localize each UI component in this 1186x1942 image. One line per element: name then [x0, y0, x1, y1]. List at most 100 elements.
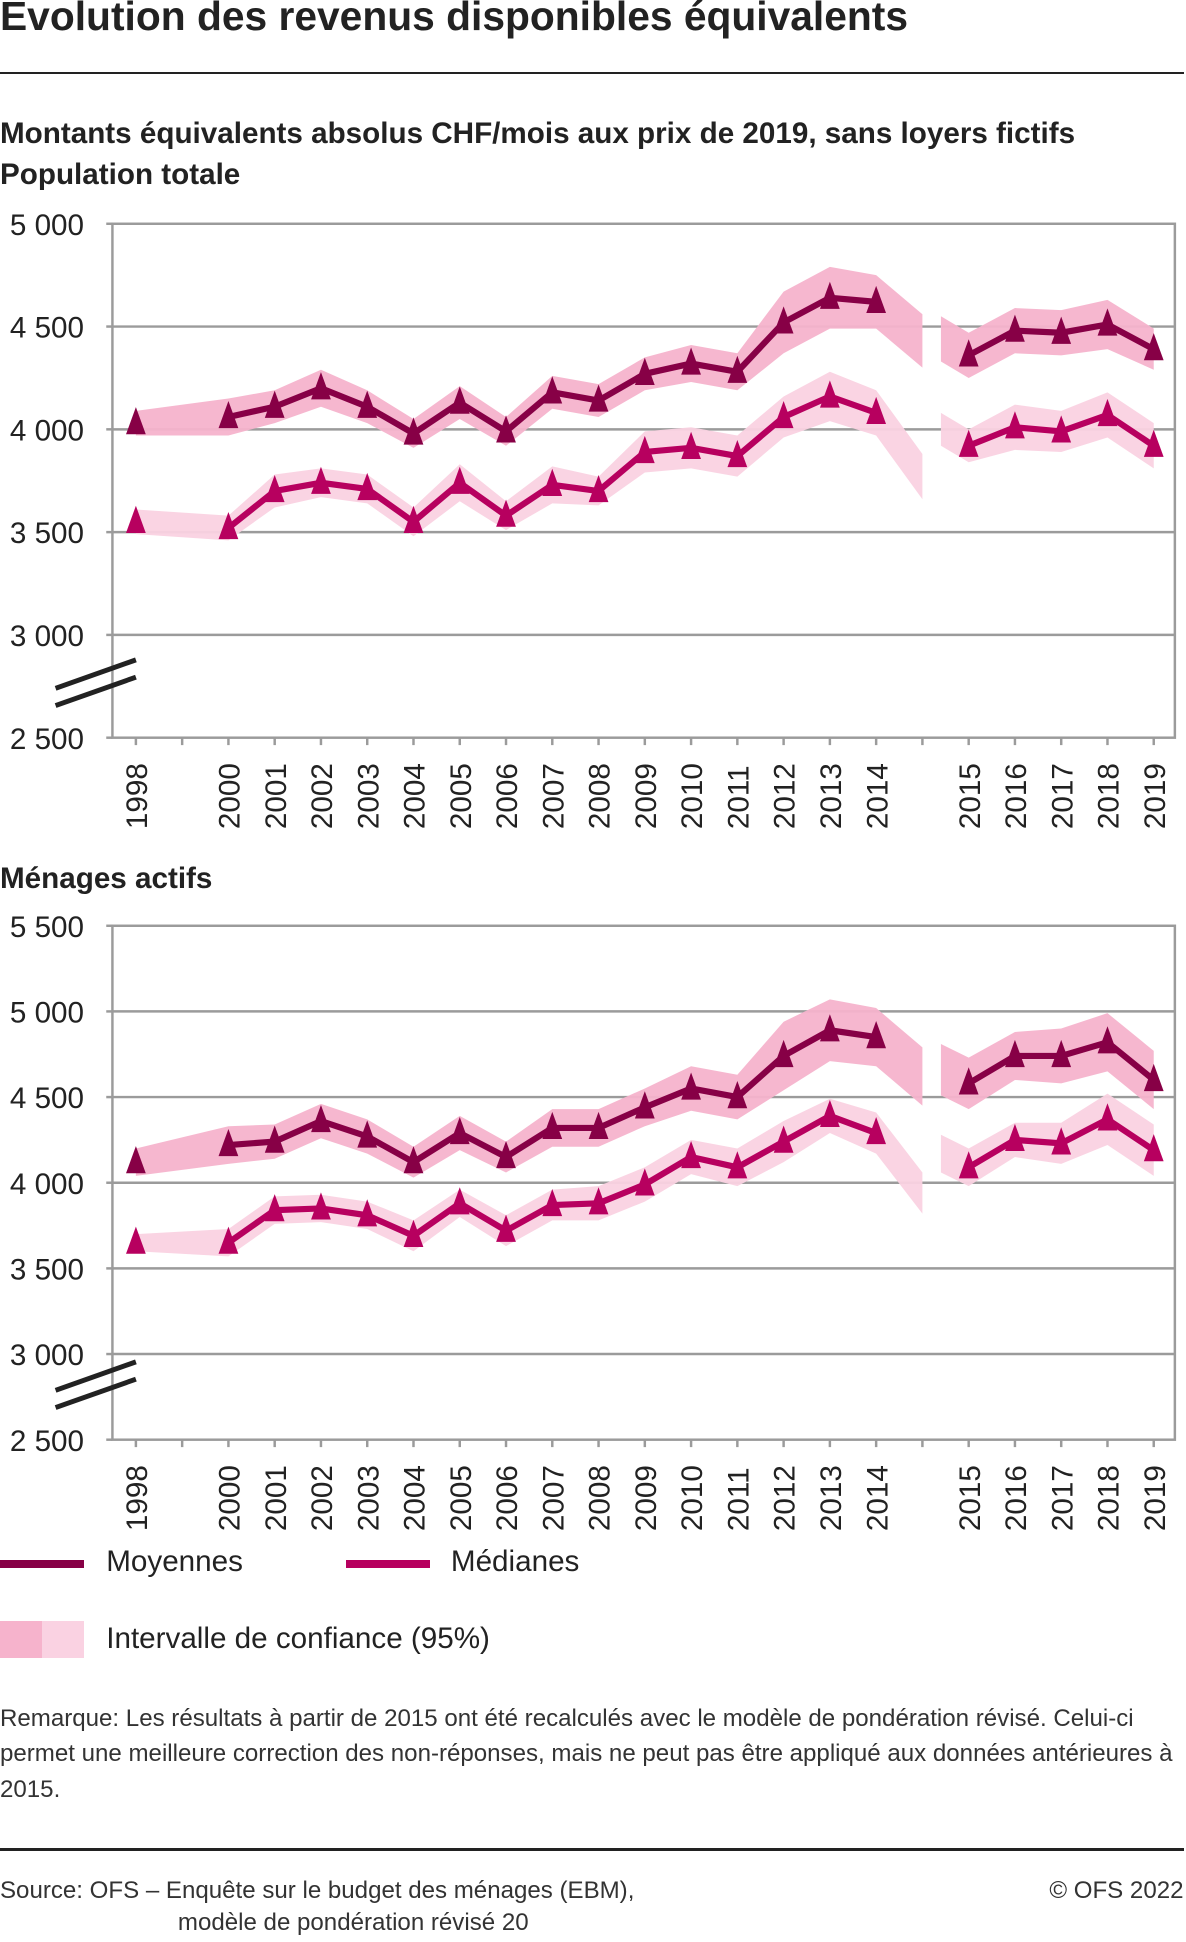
means-marker-2018: [1097, 1025, 1118, 1053]
y-tick-label: 5 000: [10, 996, 84, 1029]
x-tick-label: 2010: [676, 763, 709, 829]
x-tick-label: 2009: [630, 1465, 663, 1531]
y-tick-label: 2 500: [10, 723, 84, 756]
means-marker-2012: [773, 1039, 794, 1067]
means-marker-2008: [588, 384, 609, 412]
x-tick-label: 2007: [537, 1465, 570, 1531]
medians-marker-2014: [866, 1116, 887, 1144]
means-marker-2017: [1051, 1039, 1072, 1067]
medians-marker-2019: [1143, 1133, 1164, 1161]
means-marker-2016: [1005, 314, 1025, 342]
means-marker-2006: [496, 1140, 516, 1168]
medians-marker-2016: [1005, 411, 1025, 439]
y-tick-label: 2 500: [10, 1424, 84, 1457]
medians-marker-2010: [681, 431, 701, 459]
x-tick-label: 2006: [491, 1465, 524, 1531]
means-marker-2011: [727, 1080, 748, 1108]
x-tick-label: 2001: [260, 1465, 293, 1531]
medians-marker-2001: [264, 1193, 285, 1221]
medians-marker-2018: [1097, 398, 1118, 426]
x-tick-label: 2016: [1000, 763, 1033, 829]
medians-marker-2003: [357, 1198, 378, 1226]
x-tick-label: 2003: [352, 763, 385, 829]
medians-marker-2008: [588, 1186, 609, 1214]
axis-break-mark: [54, 1359, 137, 1393]
means-ci-band: [940, 1012, 1154, 1109]
medians-ci-band: [135, 1098, 923, 1256]
means-marker-2014: [866, 1020, 887, 1048]
x-tick-label: 2011: [722, 1467, 755, 1531]
x-tick-label: 2018: [1093, 1465, 1126, 1531]
x-tick-label: 2005: [445, 1465, 478, 1531]
medians-marker-2012: [773, 400, 794, 428]
y-tick-label: 5 500: [10, 910, 84, 943]
medians-marker-2005: [449, 466, 470, 494]
means-marker-2005: [449, 1116, 470, 1144]
axis-break-mark: [54, 657, 137, 691]
x-tick-label: 2006: [491, 763, 524, 829]
x-tick-label: 2019: [1139, 1465, 1172, 1531]
y-tick-label: 3 500: [10, 517, 84, 550]
means-marker-2010: [681, 1071, 701, 1100]
means-marker-2003: [357, 390, 378, 418]
medians-marker-2004: [403, 1219, 424, 1247]
x-tick-label: 2007: [537, 763, 570, 829]
axis-break-mark: [54, 1376, 137, 1410]
medians-marker-2002: [311, 1191, 331, 1220]
y-tick-label: 4 000: [10, 414, 84, 447]
medians-marker-2008: [588, 474, 609, 502]
means-marker-2013: [819, 1013, 840, 1041]
copyright: © OFS 2022: [1049, 1877, 1184, 1905]
medians-marker-2002: [311, 466, 331, 494]
x-tick-label: 2008: [584, 1465, 617, 1531]
source-line-1: Source: OFS – Enquête sur le budget des …: [0, 1877, 635, 1905]
x-tick-label: 2014: [861, 763, 894, 829]
medians-marker-2013: [819, 1099, 840, 1127]
x-tick-label: 2012: [769, 1465, 802, 1531]
medians-marker-2000: [218, 1226, 239, 1254]
means-marker-2001: [264, 1125, 285, 1153]
medians-marker-2007: [542, 1188, 563, 1216]
legend-means-swatch: [0, 1560, 84, 1568]
y-tick-label: 4 500: [10, 311, 84, 344]
medians-marker-2007: [542, 468, 563, 496]
y-tick-label: 4 500: [10, 1082, 84, 1115]
x-tick-label: 2004: [399, 763, 432, 829]
means-marker-2010: [681, 347, 701, 375]
source-line-2: modèle de pondération révisé 20: [177, 1909, 529, 1937]
legend-means-label: Moyennes: [106, 1545, 243, 1579]
means-marker-2015: [958, 339, 979, 367]
y-tick-label: 3 500: [10, 1253, 84, 1286]
x-tick-label: 2016: [1000, 1465, 1033, 1531]
means-marker-2007: [542, 1111, 563, 1139]
chart-menages-actifs: 5 500 5 000 4 500 4 000 3 500 3 000 2 500 1998 2…: [10, 910, 1177, 1531]
legend-ci-medians-swatch: [42, 1620, 84, 1658]
medians-marker-2004: [403, 505, 424, 533]
means-marker-2006: [496, 415, 516, 443]
means-marker-2016: [1005, 1039, 1025, 1067]
x-tick-label: 2011: [722, 765, 755, 829]
y-tick-label: 3 000: [10, 1339, 84, 1372]
medians-marker-2000: [218, 511, 239, 539]
means-marker-2017: [1051, 316, 1072, 344]
x-tick-label: 2002: [306, 763, 339, 829]
medians-marker-2015: [958, 1150, 979, 1178]
x-tick-label: 2018: [1093, 763, 1126, 829]
medians-marker-2015: [958, 429, 979, 457]
means-marker-2011: [727, 355, 748, 383]
medians-marker-2018: [1097, 1102, 1118, 1131]
x-tick-label: 1998: [121, 1465, 154, 1531]
legend-medians-label: Médianes: [450, 1545, 580, 1579]
medians-marker-2017: [1051, 1126, 1072, 1154]
means-marker-2008: [588, 1111, 609, 1139]
means-marker-1998: [126, 406, 146, 435]
means-marker-2018: [1097, 308, 1118, 336]
means-marker-2001: [264, 390, 285, 418]
means-marker-2004: [403, 1145, 424, 1173]
means-marker-2002: [311, 371, 331, 400]
chart1-title: Population totale: [0, 158, 241, 192]
chart-subtitle: Montants équivalents absolus CHF/mois au…: [0, 117, 1076, 151]
means-marker-2014: [866, 285, 887, 313]
x-tick-label: 2005: [445, 763, 478, 829]
means-marker-2009: [634, 357, 655, 385]
